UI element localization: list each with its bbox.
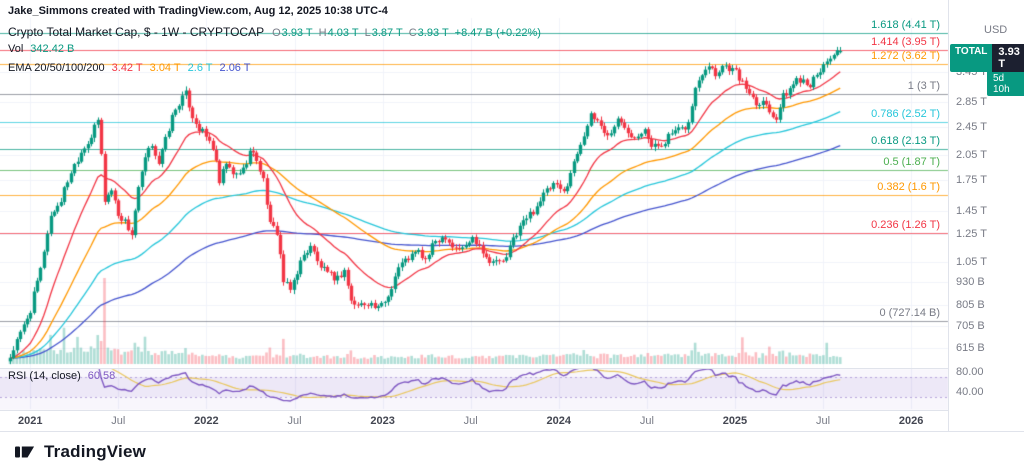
ohlc-value: 3.93 T [281,27,313,39]
price-tick: 2.85 T [956,96,987,109]
price-tick: 805 B [956,298,985,311]
price-axis[interactable]: USD TOTAL 3.93 T 5d 10h 3.45 T2.85 T2.45… [948,0,1024,431]
ohlc-value: 4.03 T [327,27,359,39]
price-tick: 930 B [956,275,985,288]
fib-level-label: 0.618 (2.13 T) [871,135,940,148]
time-axis[interactable]: 2021 Jul 2022 Jul 2023 Jul 2024 Jul 2025 Jul 2026 [0,410,1024,431]
time-tick: Jul [111,415,126,427]
rsi-value: 60.58 [87,370,116,382]
fib-level-label: 0.786 (2.52 T) [871,108,940,121]
currency-label: USD [984,24,1008,36]
attribution-text: Jake_Simmons created with TradingView.co… [8,5,388,17]
price-tick: 615 B [956,341,985,354]
ema-legend-row[interactable]: EMA 20/50/100/200 3.42 T 3.04 T 2.6 T 2.06 … [8,58,541,76]
pane-separator[interactable] [0,368,948,369]
time-tick: Jul [816,415,831,427]
current-price-badge: TOTAL 3.93 T 5d 10h [950,44,1024,96]
volume-value: 342.42 B [30,43,75,55]
volume-label: Vol [8,43,24,55]
chart-title: Crypto Total Market Cap, $ - 1W - CRYPTO… [8,25,265,39]
fib-level-label: 1 (3 T) [907,80,940,93]
price-tick: 2.05 T [956,149,987,162]
time-tick: 2021 [18,415,43,427]
ema-value: 3.04 T [149,62,181,74]
price-tick: 1.75 T [956,174,987,187]
ohlc-key: C [408,27,417,39]
tradingview-logo-icon[interactable] [14,442,36,462]
tradingview-wordmark[interactable]: TradingView [44,441,147,461]
price-tick: 2.45 T [956,120,987,133]
ohlc-value: 3.93 T [417,27,449,39]
rsi-scale-tick: 80.00 [956,366,984,378]
fib-level-label: 0 (727.14 B) [879,306,940,319]
footer: TradingView [0,431,1024,471]
time-tick: Jul [639,415,654,427]
volume-legend-row[interactable]: Vol 342.42 B [8,43,541,55]
ohlc-key: H [318,27,327,39]
ohlc-value: 3.87 T [371,27,403,39]
ohlc-key: L [364,27,371,39]
chart-legend: Jake_Simmons created with TradingView.co… [8,5,541,76]
rsi-label: RSI (14, close) [8,370,81,382]
current-price-value: 3.93 T [992,44,1024,72]
fib-level-label: 1.414 (3.95 T) [871,36,940,49]
time-tick: Jul [463,415,478,427]
ema-value: 3.42 T [111,62,143,74]
fib-level-label: 0.5 (1.87 T) [883,155,940,168]
change-value: +8.47 B (+0.22%) [454,27,541,39]
bar-countdown: 5d 10h [987,72,1024,96]
time-tick: 2026 [898,415,924,427]
ema-value: 2.06 T [219,62,251,74]
symbol-legend-row[interactable]: Crypto Total Market Cap, $ - 1W - CRYPTO… [8,25,541,39]
ohlc-key: O [272,27,281,39]
ema-values: 3.42 T 3.04 T 2.6 T 2.06 T [105,58,251,76]
price-tick: 705 B [956,319,985,332]
rsi-legend-row[interactable]: RSI (14, close) 60.58 [8,370,115,382]
price-tick: 1.25 T [956,228,987,241]
time-tick: 2024 [546,415,572,427]
fib-level-label: 0.382 (1.6 T) [877,180,940,193]
time-tick: 2025 [722,415,748,427]
time-tick: 2023 [370,415,395,427]
price-tick: 1.45 T [956,204,987,217]
fib-level-label: 1.618 (4.41 T) [871,18,940,31]
time-tick: 2022 [194,415,219,427]
ema-value: 2.6 T [187,62,213,74]
time-tick: Jul [287,415,302,427]
ohlc-values: O3.93 T H4.03 T L3.87 T C3.93 T [266,25,449,39]
fib-level-label: 1.272 (3.62 T) [871,50,940,63]
fib-level-label: 0.236 (1.26 T) [871,219,940,232]
ema-label: EMA 20/50/100/200 [8,62,105,74]
symbol-badge: TOTAL [950,44,993,72]
price-tick: 1.05 T [956,256,987,269]
rsi-scale-tick: 40.00 [956,386,984,398]
